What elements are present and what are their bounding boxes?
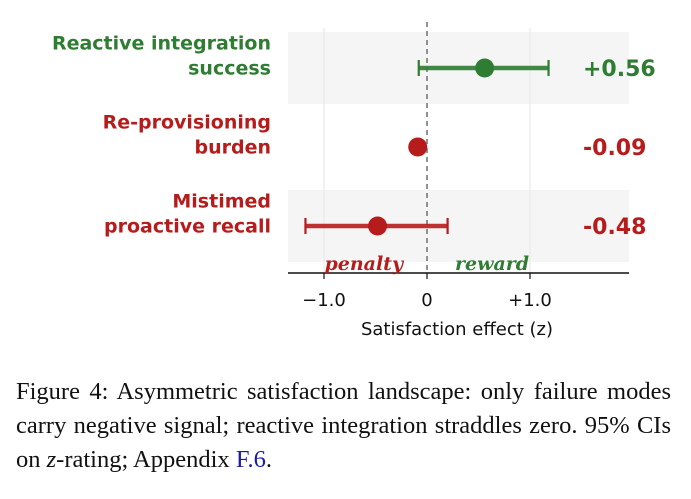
caption-text: Figure 4: Asymmetric satisfaction landsc…: [16, 378, 671, 473]
x-tick-label: +1.0: [508, 290, 552, 311]
x-tick-label: 0: [421, 290, 432, 311]
caption-end: .: [265, 446, 272, 473]
data-point: [408, 137, 428, 157]
row-label: success: [188, 58, 271, 80]
data-point: [368, 216, 388, 236]
caption-z-variable: z: [46, 446, 57, 473]
value-label: +0.56: [583, 57, 656, 82]
figure-caption: Figure 4: Asymmetric satisfaction landsc…: [16, 375, 671, 477]
row-label: proactive recall: [104, 216, 271, 238]
row-label: burden: [194, 137, 271, 159]
x-tick-label: −1.0: [302, 290, 346, 311]
x-axis-title: Satisfaction effect (z): [361, 319, 553, 340]
reward-annotation: reward: [455, 253, 529, 275]
row-label: Re-provisioning: [103, 112, 271, 134]
caption-text-tail: -rating; Appendix: [56, 446, 236, 473]
data-point: [475, 58, 495, 78]
value-label: -0.48: [583, 215, 646, 240]
penalty-annotation: penalty: [324, 253, 404, 275]
value-label: -0.09: [583, 136, 646, 161]
row-label: Mistimed: [172, 191, 271, 213]
row-label: Reactive integration: [52, 33, 271, 55]
appendix-link[interactable]: F.6: [235, 446, 266, 473]
satisfaction-chart: −1.0 0 +1.0 Satisfaction effect (z) Reactive…: [52, 22, 656, 340]
